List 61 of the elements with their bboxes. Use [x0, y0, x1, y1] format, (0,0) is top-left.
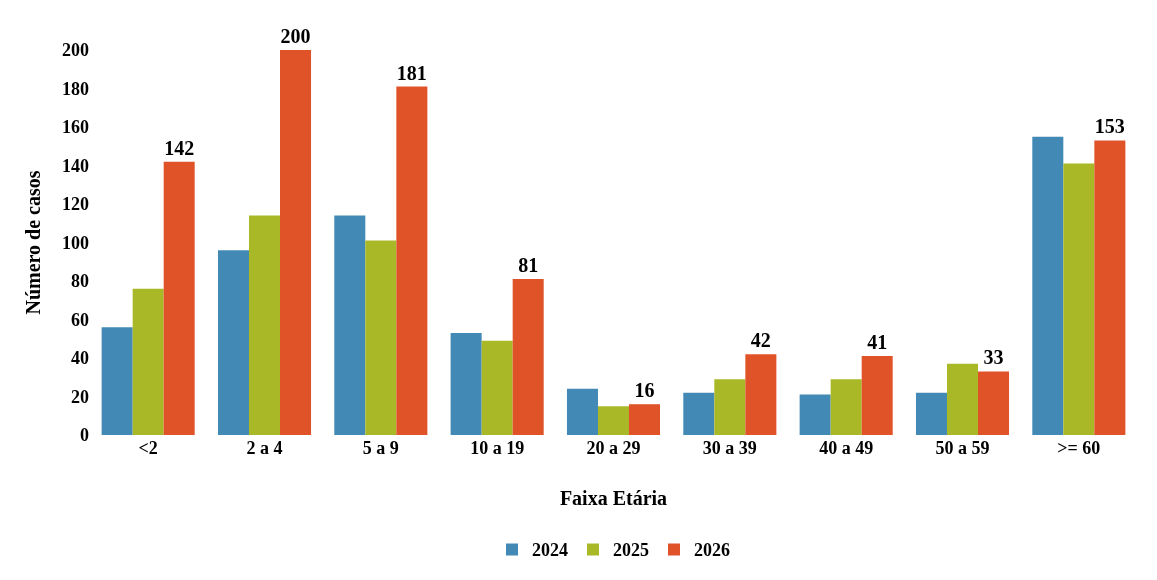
- data-label: 81: [518, 254, 539, 277]
- data-label: 181: [396, 61, 427, 84]
- bar: [365, 240, 397, 435]
- x-tick-label: 5 a 9: [362, 438, 399, 458]
- y-tick-label: 140: [62, 155, 89, 176]
- y-tick-label: 0: [80, 425, 89, 446]
- y-tick-label: 100: [62, 232, 89, 253]
- bar: [566, 388, 598, 435]
- data-label: 41: [867, 331, 888, 354]
- bar: [830, 379, 862, 435]
- y-tick-label: 160: [62, 117, 89, 138]
- y-tick-label: 20: [71, 386, 89, 407]
- bar: [217, 250, 249, 435]
- data-label: 42: [750, 329, 771, 352]
- data-label: 33: [983, 346, 1004, 369]
- bar: [799, 394, 831, 435]
- bar: [683, 392, 715, 435]
- bar: [745, 354, 777, 435]
- bar: [396, 86, 428, 435]
- x-axis-title: Faixa Etária: [559, 487, 668, 509]
- bar: [597, 406, 630, 435]
- legend-label: 2025: [613, 540, 649, 561]
- legend-label: 2026: [694, 540, 730, 561]
- data-label: 16: [634, 379, 655, 402]
- y-tick-label: 200: [62, 40, 89, 61]
- x-tick-label: 20 a 29: [586, 438, 641, 458]
- bar: [512, 279, 544, 435]
- bar: [481, 340, 513, 435]
- y-tick-label: 80: [71, 271, 89, 292]
- bar: [629, 404, 661, 435]
- y-tick-label: 120: [62, 194, 89, 215]
- bar: [248, 215, 281, 435]
- y-tick-label: 180: [62, 78, 89, 99]
- bar: [1094, 140, 1126, 435]
- x-tick-label: 50 a 59: [935, 438, 990, 458]
- x-tick-label: 2 a 4: [246, 438, 283, 458]
- bar: [1032, 136, 1064, 435]
- bar: [915, 392, 947, 435]
- legend-label: 2024: [532, 540, 568, 561]
- x-tick-label: 30 a 39: [702, 438, 757, 458]
- bar: [978, 371, 1010, 435]
- bar: [280, 50, 312, 435]
- bar: [1063, 163, 1095, 435]
- bar: [334, 215, 366, 435]
- y-tick-label: 40: [71, 348, 89, 369]
- bar: [714, 379, 746, 435]
- x-tick-label: 10 a 19: [470, 438, 525, 458]
- bar: [132, 288, 164, 435]
- x-tick-label: <2: [138, 438, 158, 458]
- bar: [861, 356, 893, 435]
- bar: [101, 327, 133, 435]
- y-tick-label: 60: [71, 309, 89, 330]
- y-axis-title: Número de casos: [22, 170, 44, 315]
- bar: [163, 161, 195, 435]
- data-label: 142: [164, 136, 195, 159]
- data-label: 153: [1094, 115, 1125, 138]
- bar: [450, 332, 482, 435]
- x-tick-label: 40 a 49: [819, 438, 874, 458]
- x-tick-label: >= 60: [1057, 438, 1101, 458]
- bar: [946, 363, 979, 435]
- data-label: 200: [280, 25, 311, 47]
